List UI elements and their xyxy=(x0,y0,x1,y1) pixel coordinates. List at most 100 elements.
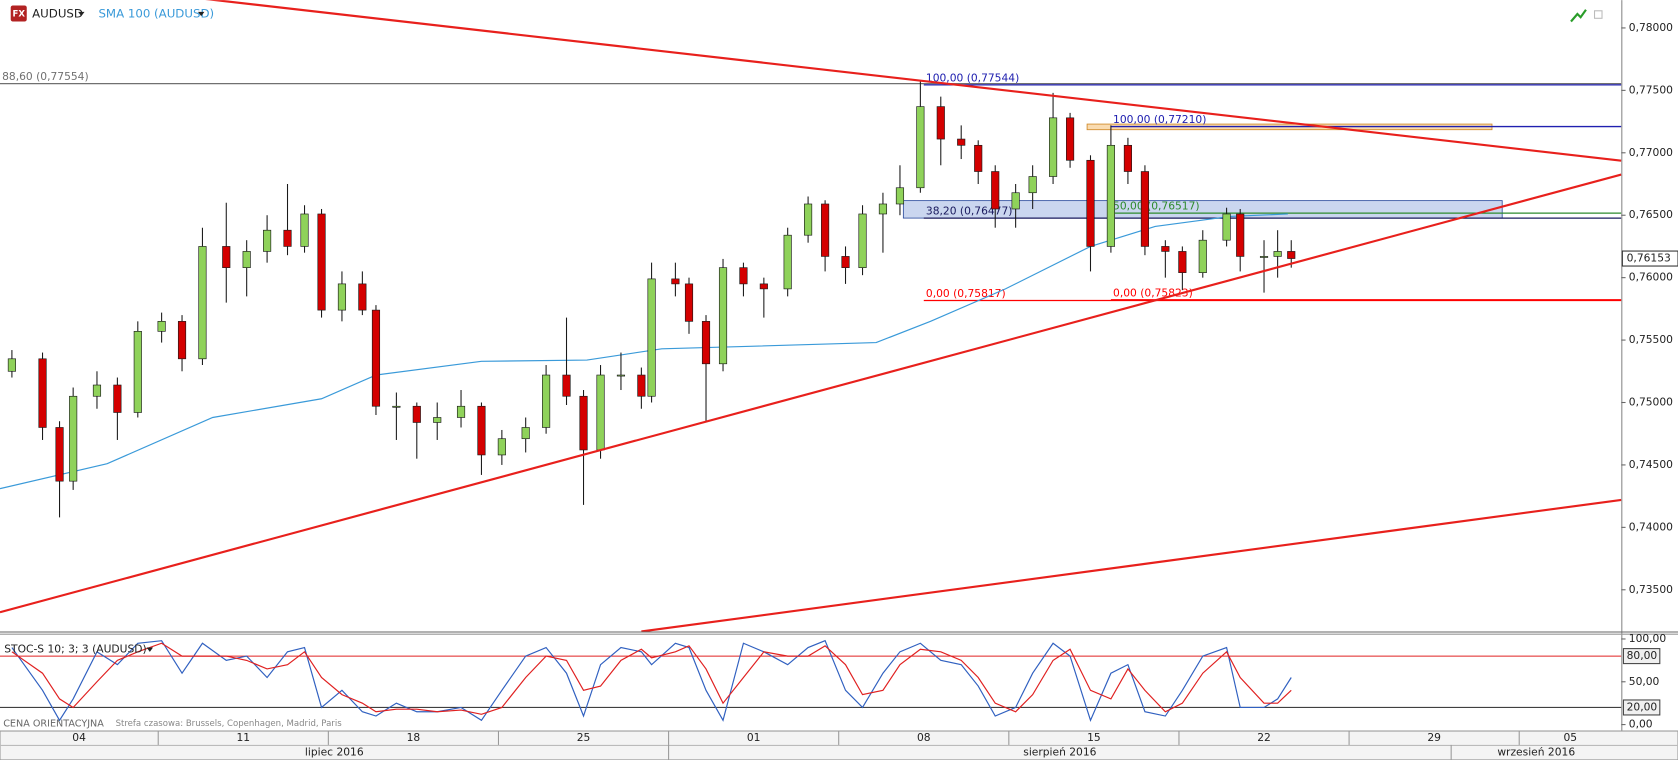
candle-body xyxy=(263,229,272,252)
candle-body xyxy=(1178,251,1187,273)
trend-icon[interactable] xyxy=(1570,9,1587,23)
candle-body xyxy=(821,203,830,257)
month-label: lipiec 2016 xyxy=(305,745,364,758)
candle-body xyxy=(1106,144,1115,247)
icon xyxy=(10,5,27,22)
dropdown-arrow[interactable] xyxy=(146,647,154,652)
candle-body xyxy=(1273,251,1282,257)
x-tick-label: 08 xyxy=(917,731,931,744)
month-label: sierpień 2016 xyxy=(1023,745,1096,758)
candle-body xyxy=(177,321,187,360)
candle-body xyxy=(542,374,551,428)
candle-body xyxy=(1198,239,1207,273)
candle-body xyxy=(974,144,983,172)
y-tick-label: 0,77500 xyxy=(1629,83,1673,96)
candle-body xyxy=(1123,144,1132,172)
x-tick-label: 22 xyxy=(1257,731,1271,744)
candle-body xyxy=(283,229,292,247)
fib-label: 38,20 (0,76477) xyxy=(926,205,1013,218)
candle-body xyxy=(433,417,442,423)
candle-body xyxy=(804,203,813,236)
candle-body xyxy=(1086,159,1095,247)
x-tick-label: 29 xyxy=(1427,731,1441,744)
candle-body xyxy=(858,213,867,268)
x-tick-label: 11 xyxy=(236,731,250,744)
x-tick-label: 15 xyxy=(1087,731,1101,744)
candle-body xyxy=(38,358,47,428)
candle-body xyxy=(1049,117,1058,177)
axes: 0,73500 0,74000 0,74500 0,75000 0,75500 0,760… xyxy=(72,21,1678,760)
last-price-label: 0,76153 xyxy=(1627,252,1671,265)
stoch-line xyxy=(11,639,1292,722)
candle-body xyxy=(759,283,768,290)
fib-label: 50,00 (0,76517) xyxy=(1113,200,1200,213)
candle-body xyxy=(671,278,680,285)
candle-body xyxy=(783,234,792,290)
candle-body xyxy=(497,438,506,456)
x-tick-label: 05 xyxy=(1563,731,1577,744)
candle-body xyxy=(69,395,78,482)
candle-body xyxy=(1161,246,1170,252)
last-price-box xyxy=(1621,250,1678,267)
stoch-plot xyxy=(0,639,1622,722)
x-tick-label: 04 xyxy=(72,731,86,744)
y-tick-label: 50,00 xyxy=(1629,675,1660,688)
level-label-box xyxy=(1622,699,1661,716)
y-tick-label: 0,73500 xyxy=(1629,583,1673,596)
candle-body xyxy=(916,106,925,189)
dropdown-arrow[interactable] xyxy=(78,11,85,17)
candle-body xyxy=(936,106,945,140)
stoch-title: STOC-S 10; 3; 3 (AUDUSD) xyxy=(4,643,146,656)
candle-body xyxy=(841,256,850,268)
candle-body xyxy=(562,374,571,397)
candle-body xyxy=(300,213,309,247)
candle-body xyxy=(1287,251,1296,259)
candle-body xyxy=(222,246,231,268)
month-label: wrzesień 2016 xyxy=(1497,745,1575,758)
fib-label: 100,00 (0,77210) xyxy=(1113,113,1206,126)
candle-body xyxy=(392,405,401,408)
symbol[interactable]: AUDUSD xyxy=(32,7,83,21)
price-type: CENA ORIENTACYJNA xyxy=(3,719,104,730)
candle-body xyxy=(1140,171,1150,247)
candle-body xyxy=(684,283,694,322)
candle-body xyxy=(1066,117,1075,161)
y-tick-label: 0,77000 xyxy=(1629,146,1673,159)
x-tick-label: 25 xyxy=(577,731,591,744)
level-label-box xyxy=(1622,648,1661,665)
candle-body xyxy=(637,374,646,397)
candle-body xyxy=(596,374,605,451)
x-tick-label: 01 xyxy=(747,731,761,744)
timezone: Strefa czasowa: Brussels, Copenhagen, Ma… xyxy=(116,719,343,729)
candle-body xyxy=(456,405,466,418)
candle-body xyxy=(616,374,626,377)
candle-body xyxy=(55,427,64,482)
candle-body xyxy=(1259,256,1269,258)
candle-body xyxy=(337,283,347,311)
candle-body xyxy=(358,283,367,311)
candle-body xyxy=(895,187,905,205)
candle-body xyxy=(198,246,207,360)
y-tick-label: 100,00 xyxy=(1629,632,1667,645)
candle-body xyxy=(242,251,251,268)
candle-body xyxy=(647,278,656,397)
main-plot: 88,60 (0,77554) 100,00 (0,77544) 100,00 (0… xyxy=(0,0,1622,632)
candle-body xyxy=(113,384,122,413)
candle-body xyxy=(579,395,588,451)
candle-body xyxy=(1236,213,1245,257)
y-tick-label: 0,78000 xyxy=(1629,21,1673,34)
close-icon[interactable] xyxy=(1593,10,1603,19)
level-label: 80,00 xyxy=(1627,649,1658,662)
candle-body xyxy=(157,321,166,332)
candle-body xyxy=(701,321,711,365)
candle-body xyxy=(1011,192,1020,210)
dropdown-arrow[interactable] xyxy=(197,11,205,17)
candle-body xyxy=(521,427,530,440)
indicator-name[interactable]: SMA 100 (AUDUSD) xyxy=(98,7,214,21)
candle-body xyxy=(7,358,16,372)
level-label: 20,00 xyxy=(1627,700,1658,713)
y-tick-label: 0,76500 xyxy=(1629,208,1673,221)
